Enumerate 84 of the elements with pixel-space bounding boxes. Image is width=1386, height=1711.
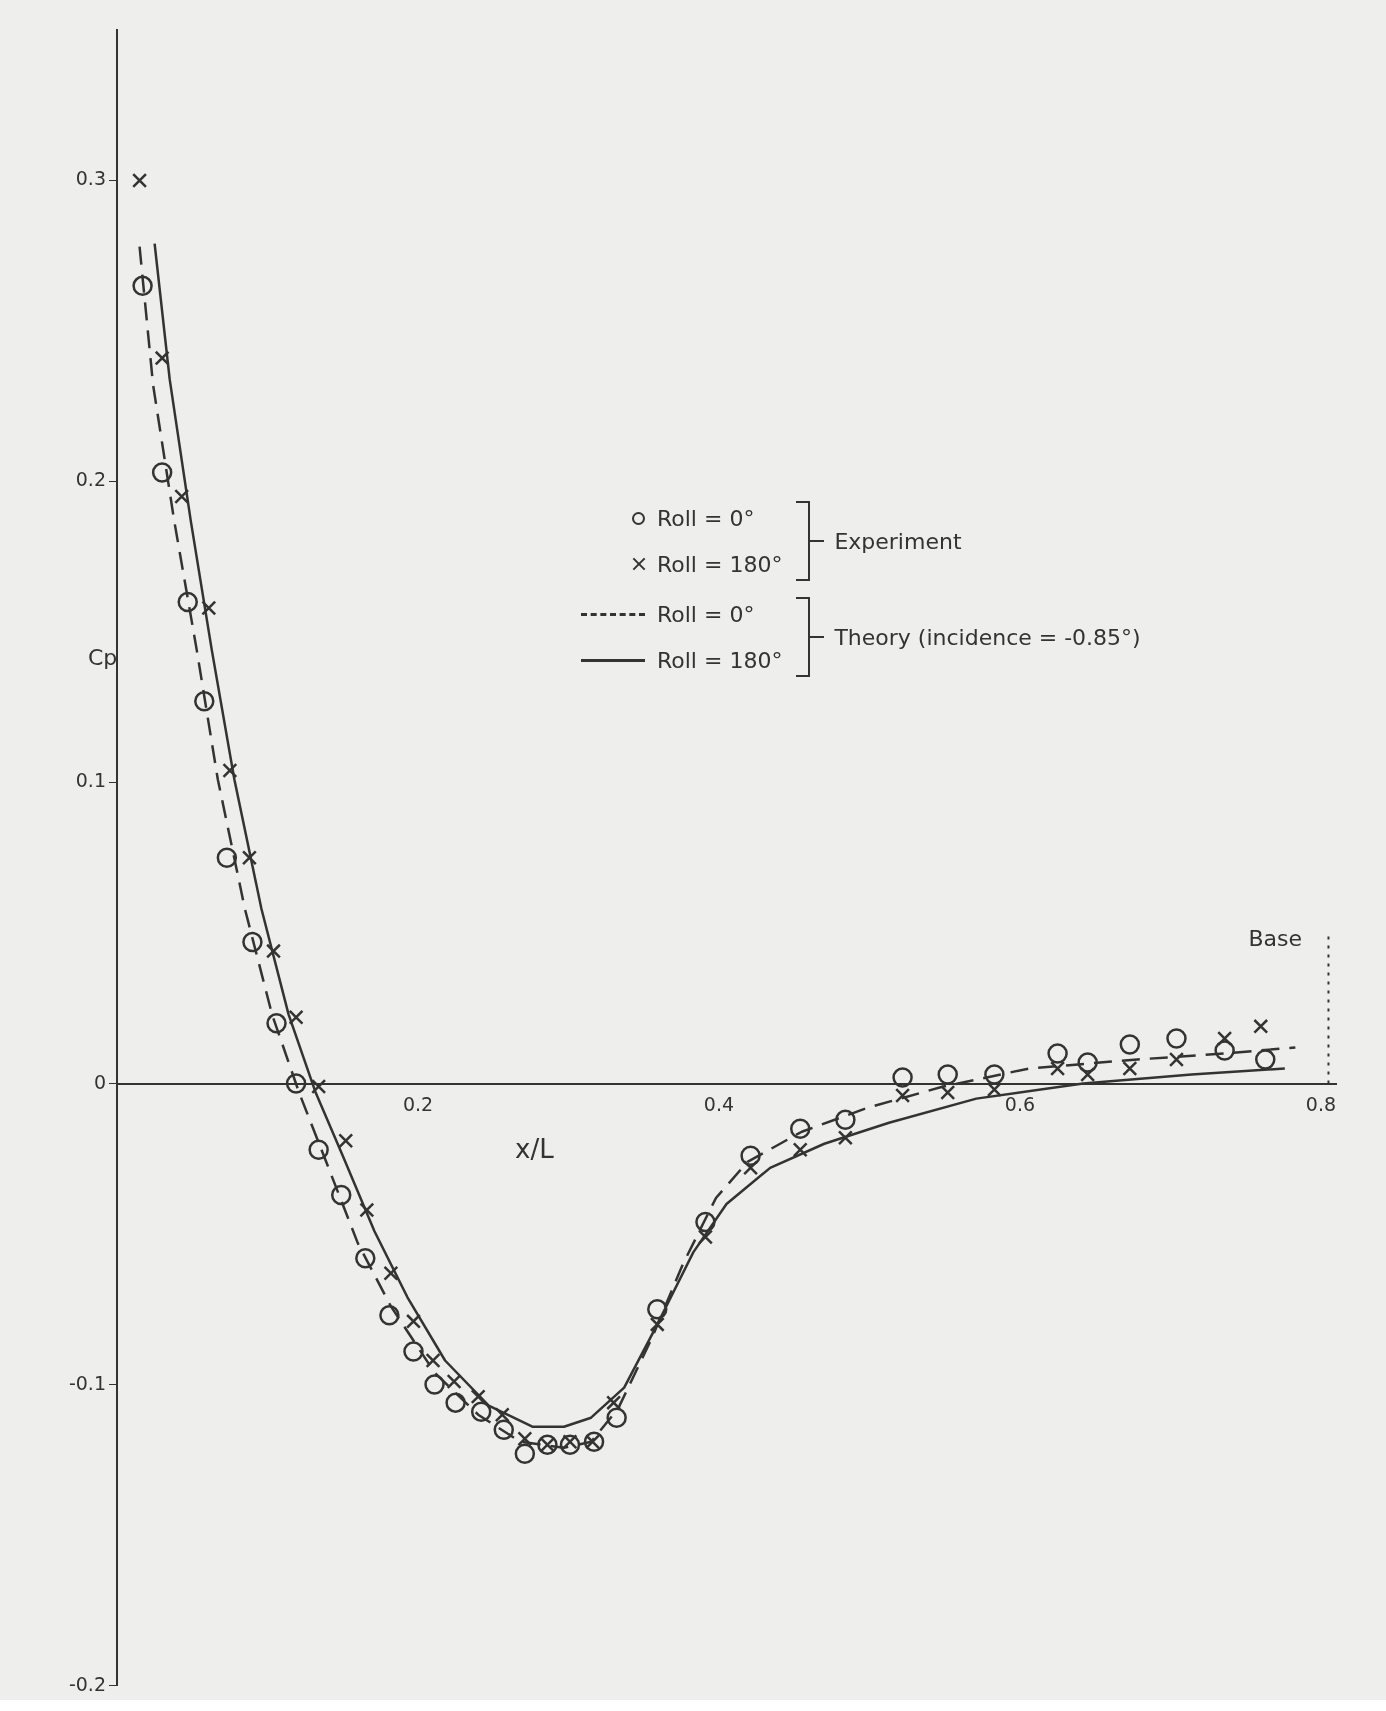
point <box>740 1145 761 1167</box>
point <box>892 1067 913 1088</box>
point <box>647 1299 668 1320</box>
point <box>330 1184 352 1206</box>
point <box>174 488 190 505</box>
point <box>308 1139 329 1161</box>
ref-line-label: Base <box>1248 925 1303 951</box>
point <box>383 1265 399 1281</box>
point <box>649 1316 665 1332</box>
point <box>559 1434 581 1456</box>
point <box>177 591 198 613</box>
point <box>405 1313 422 1329</box>
point <box>894 1087 911 1104</box>
point <box>1047 1043 1068 1064</box>
point <box>792 1142 808 1158</box>
point <box>265 943 282 959</box>
point <box>1168 1051 1185 1068</box>
point <box>1166 1028 1187 1049</box>
point <box>338 1133 354 1149</box>
point <box>424 1374 445 1395</box>
x-axis-title: x/L <box>515 1133 554 1164</box>
point <box>425 1352 441 1369</box>
legend-label: Roll = 0° <box>657 505 755 531</box>
point <box>1253 1018 1269 1034</box>
point <box>606 1407 627 1428</box>
point <box>697 1229 714 1245</box>
point <box>493 1419 515 1440</box>
point <box>940 1084 956 1101</box>
y-tick-label: 0.2 <box>75 468 106 491</box>
y-tick-label: -0.2 <box>68 1672 106 1695</box>
legend-label: Roll = 180° <box>657 647 783 673</box>
annotation: Theory (incidence = -0.85°) <box>834 624 1141 650</box>
point <box>154 350 170 366</box>
y-axis-title: Cp <box>88 645 118 671</box>
point <box>695 1211 716 1233</box>
legend-label: Roll = 0° <box>657 601 755 627</box>
y-tick-label: 0.3 <box>75 167 106 190</box>
point <box>222 762 238 779</box>
point <box>937 1064 958 1085</box>
point <box>789 1118 811 1139</box>
point <box>403 1341 424 1362</box>
point <box>216 847 238 869</box>
point <box>242 931 263 953</box>
point <box>984 1064 1005 1085</box>
point <box>288 1009 304 1025</box>
point <box>517 1431 533 1447</box>
point <box>266 1013 287 1034</box>
point <box>241 850 258 866</box>
point <box>132 275 153 297</box>
annotation: Experiment <box>834 528 962 554</box>
point <box>742 1160 759 1176</box>
point <box>445 1392 466 1413</box>
point <box>194 691 215 712</box>
point <box>379 1305 400 1326</box>
point <box>470 1389 486 1405</box>
point <box>151 462 173 483</box>
point <box>837 1130 853 1146</box>
x-tick-label: 0.8 <box>1305 1092 1337 1115</box>
point <box>1214 1040 1235 1061</box>
x-tick-label: 0.4 <box>703 1092 735 1115</box>
point <box>285 1073 307 1094</box>
point <box>470 1401 492 1422</box>
point <box>1119 1034 1141 1055</box>
y-tick-label: -0.1 <box>68 1371 106 1394</box>
point <box>311 1078 327 1095</box>
point <box>355 1247 376 1269</box>
point <box>446 1373 462 1390</box>
x-tick-label: 0.6 <box>1004 1092 1036 1115</box>
y-tick-label: 0.1 <box>75 769 106 792</box>
point <box>201 600 217 616</box>
point <box>1049 1060 1066 1077</box>
point <box>1122 1060 1138 1077</box>
point <box>359 1202 375 1218</box>
y-tick-label: 0 <box>93 1070 106 1093</box>
point <box>835 1109 856 1130</box>
point <box>514 1443 536 1465</box>
point <box>606 1395 622 1411</box>
legend-label: Roll = 180° <box>657 551 783 577</box>
point <box>986 1081 1002 1098</box>
point <box>1255 1049 1276 1070</box>
point <box>1077 1052 1098 1073</box>
point <box>131 172 148 189</box>
point <box>494 1407 510 1423</box>
x-tick-label: 0.2 <box>402 1092 434 1115</box>
